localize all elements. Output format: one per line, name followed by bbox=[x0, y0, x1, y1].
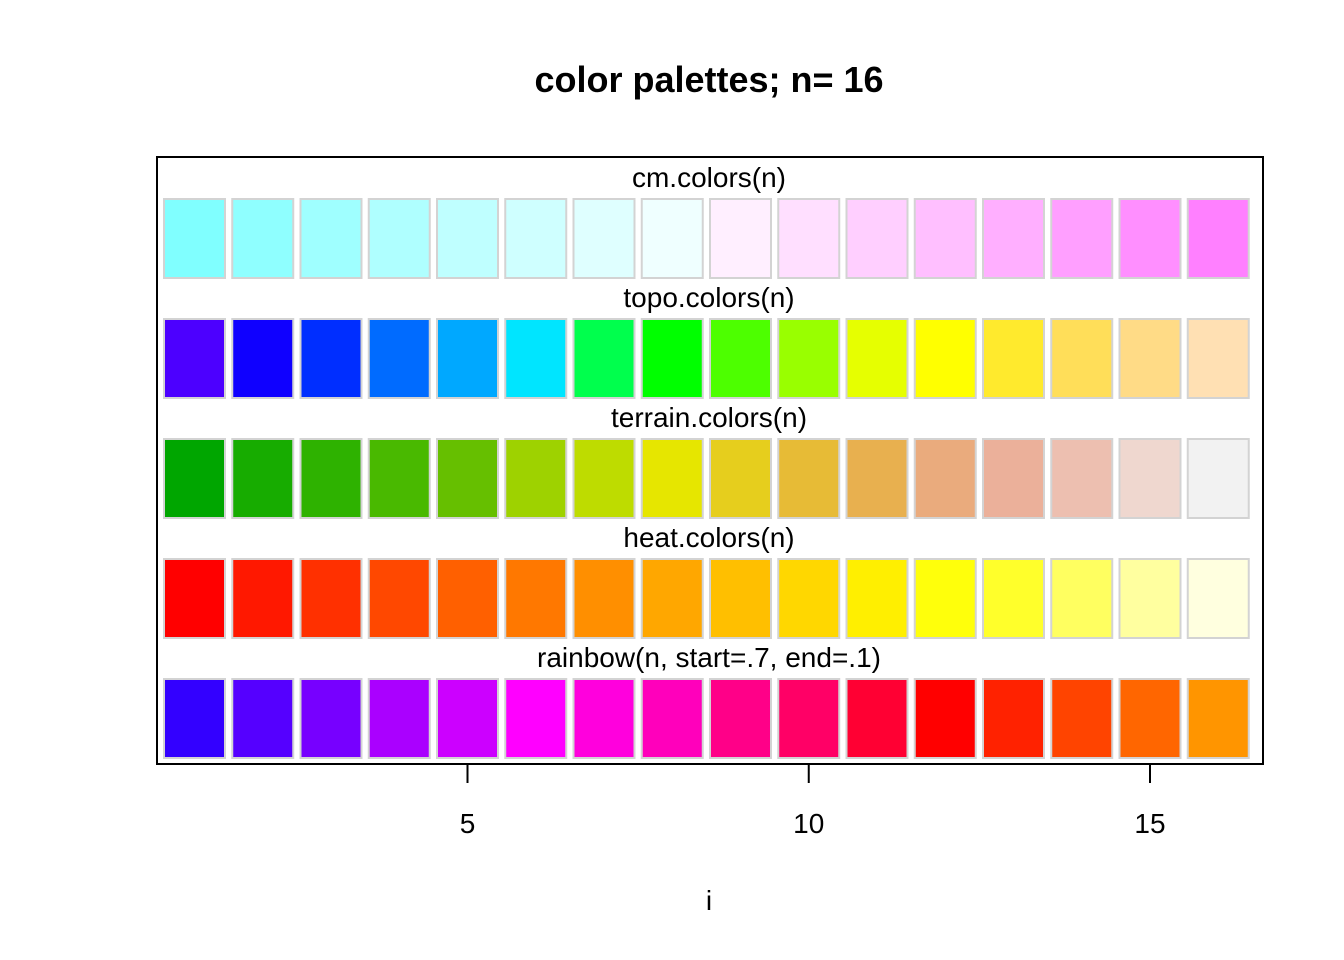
color-swatch bbox=[913, 198, 977, 279]
color-swatch bbox=[640, 318, 704, 399]
color-swatch bbox=[913, 678, 977, 759]
color-swatch bbox=[572, 678, 636, 759]
palette-rows: cm.colors(n) topo.colors(n) terrain.colors… bbox=[163, 162, 1250, 759]
color-swatch bbox=[1186, 198, 1250, 279]
color-swatch bbox=[299, 318, 363, 399]
color-swatch bbox=[367, 198, 431, 279]
color-swatch bbox=[1050, 678, 1114, 759]
color-swatch bbox=[1118, 558, 1182, 639]
color-swatch bbox=[436, 438, 499, 519]
color-swatch bbox=[504, 438, 568, 519]
palette-row: cm.colors(n) bbox=[163, 162, 1250, 279]
color-swatch bbox=[367, 318, 431, 399]
color-swatch bbox=[1186, 438, 1250, 519]
color-swatch bbox=[709, 558, 772, 639]
color-swatch bbox=[231, 558, 295, 639]
color-swatch bbox=[845, 558, 909, 639]
x-tick-label: 10 bbox=[793, 808, 824, 839]
color-swatch bbox=[231, 318, 295, 399]
color-swatch bbox=[163, 198, 226, 279]
color-swatch bbox=[299, 558, 363, 639]
color-swatch bbox=[1186, 558, 1250, 639]
color-swatch bbox=[231, 438, 295, 519]
chart-title: color palettes; n= 16 bbox=[534, 59, 883, 100]
row-label: cm.colors(n) bbox=[632, 162, 786, 193]
color-swatch bbox=[777, 438, 841, 519]
color-swatch bbox=[777, 198, 841, 279]
color-swatch bbox=[163, 318, 226, 399]
color-swatch bbox=[1186, 318, 1250, 399]
color-swatch bbox=[640, 558, 704, 639]
color-swatch bbox=[982, 558, 1045, 639]
color-swatch bbox=[982, 438, 1045, 519]
color-swatch bbox=[504, 558, 568, 639]
color-swatch bbox=[572, 318, 636, 399]
color-swatch bbox=[299, 438, 363, 519]
palette-row: topo.colors(n) bbox=[163, 282, 1250, 399]
color-swatch bbox=[436, 318, 499, 399]
color-swatch bbox=[1118, 318, 1182, 399]
color-swatch bbox=[709, 678, 772, 759]
color-swatch bbox=[777, 678, 841, 759]
color-swatch bbox=[709, 438, 772, 519]
color-swatch bbox=[640, 678, 704, 759]
color-swatch bbox=[367, 678, 431, 759]
color-swatch bbox=[982, 678, 1045, 759]
color-swatch bbox=[982, 318, 1045, 399]
row-label: topo.colors(n) bbox=[623, 282, 794, 313]
row-label: rainbow(n, start=.7, end=.1) bbox=[537, 642, 881, 673]
color-swatch bbox=[1050, 318, 1114, 399]
color-swatch bbox=[982, 198, 1045, 279]
color-swatch bbox=[709, 198, 772, 279]
color-swatch bbox=[436, 198, 499, 279]
palette-row: terrain.colors(n) bbox=[163, 402, 1250, 519]
color-swatch bbox=[845, 198, 909, 279]
row-label: terrain.colors(n) bbox=[611, 402, 807, 433]
color-swatch bbox=[572, 198, 636, 279]
color-swatch bbox=[504, 678, 568, 759]
color-swatch bbox=[163, 678, 226, 759]
color-swatch bbox=[299, 678, 363, 759]
x-tick-label: 5 bbox=[460, 808, 476, 839]
color-swatch bbox=[367, 558, 431, 639]
color-swatch bbox=[709, 318, 772, 399]
x-axis-label: i bbox=[706, 885, 712, 916]
palette-row: heat.colors(n) bbox=[163, 522, 1250, 639]
color-swatch bbox=[845, 438, 909, 519]
x-axis: 5 10 15 bbox=[460, 764, 1166, 839]
color-swatch bbox=[1118, 438, 1182, 519]
color-swatch bbox=[913, 318, 977, 399]
color-swatch bbox=[1050, 438, 1114, 519]
color-swatch bbox=[504, 318, 568, 399]
color-swatch bbox=[640, 438, 704, 519]
color-swatch bbox=[1186, 678, 1250, 759]
color-swatch bbox=[777, 558, 841, 639]
color-swatch bbox=[640, 198, 704, 279]
color-swatch bbox=[163, 558, 226, 639]
color-swatch bbox=[1050, 198, 1114, 279]
palette-row: rainbow(n, start=.7, end=.1) bbox=[163, 642, 1250, 759]
color-swatch bbox=[572, 438, 636, 519]
color-swatch bbox=[504, 198, 568, 279]
color-swatch bbox=[1050, 558, 1114, 639]
color-swatch bbox=[1118, 678, 1182, 759]
color-swatch bbox=[231, 678, 295, 759]
color-swatch bbox=[367, 438, 431, 519]
color-swatch bbox=[913, 438, 977, 519]
color-swatch bbox=[845, 318, 909, 399]
color-swatch bbox=[299, 198, 363, 279]
color-swatch bbox=[436, 558, 499, 639]
x-tick-label: 15 bbox=[1134, 808, 1165, 839]
color-swatch bbox=[231, 198, 295, 279]
color-swatch bbox=[777, 318, 841, 399]
color-swatch bbox=[163, 438, 226, 519]
color-swatch bbox=[436, 678, 499, 759]
color-swatch bbox=[1118, 198, 1182, 279]
color-swatch bbox=[913, 558, 977, 639]
color-swatch bbox=[845, 678, 909, 759]
color-swatch bbox=[572, 558, 636, 639]
plot-frame bbox=[156, 156, 1264, 765]
row-label: heat.colors(n) bbox=[623, 522, 794, 553]
